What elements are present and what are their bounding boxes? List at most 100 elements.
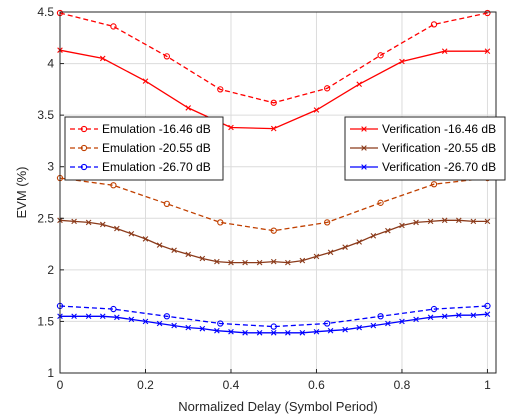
series-3-point — [99, 55, 106, 62]
marker-stroke — [342, 326, 348, 333]
series-4-point — [185, 251, 192, 258]
legend-marker — [361, 164, 367, 170]
marker-stroke — [85, 219, 92, 226]
series-5-point — [142, 318, 149, 325]
series-3-point — [228, 124, 234, 131]
tick-layer: 0 0.2 0.4 0.6 0.8 1 1 1.5 2 2.5 3 3.5 4 4.5 — [37, 5, 491, 392]
series-5-point — [470, 312, 477, 319]
series-5-point — [171, 322, 177, 329]
series-5-point — [385, 320, 391, 327]
series-2-point — [430, 305, 438, 313]
marker-stroke — [399, 222, 405, 229]
marker-stroke — [99, 313, 106, 320]
series-5-point — [427, 314, 434, 321]
series-5-point — [71, 313, 77, 320]
series-5-point — [299, 329, 306, 336]
marker-stroke — [484, 218, 491, 225]
marker-stroke — [185, 324, 192, 331]
series-4-point — [199, 255, 206, 262]
series-5-point — [399, 318, 405, 325]
marker-stroke — [156, 320, 163, 327]
series-2-point — [270, 323, 277, 330]
marker-stroke — [114, 225, 120, 232]
series-5-point — [199, 325, 206, 332]
marker-stroke — [228, 124, 234, 131]
marker-stroke — [470, 312, 477, 319]
series-5-point — [85, 313, 92, 320]
series-4-point — [484, 218, 491, 225]
series-5-point — [285, 329, 291, 336]
series-5-point — [99, 313, 106, 320]
series-3 — [57, 47, 491, 132]
marker-stroke — [71, 313, 77, 320]
marker-stroke — [399, 318, 405, 325]
series-1-point — [377, 199, 384, 206]
legend-label: Emulation -16.46 dB — [102, 122, 211, 136]
series-0-point — [377, 52, 384, 59]
marker-stroke — [327, 249, 334, 256]
series-4-point — [128, 230, 135, 237]
marker-stroke — [99, 221, 106, 228]
series-5-point — [228, 328, 234, 335]
y-tick-label: 4.5 — [37, 5, 54, 19]
marker-stroke — [299, 257, 306, 264]
series-0-point — [484, 9, 491, 17]
series-layer — [56, 9, 491, 336]
series-5 — [57, 311, 491, 336]
marker-stroke — [285, 259, 291, 266]
marker-stroke — [85, 313, 92, 320]
marker-stroke — [470, 218, 477, 225]
marker-stroke — [171, 247, 177, 254]
marker-stroke — [142, 236, 149, 242]
series-5-point — [370, 322, 377, 329]
marker-stroke — [413, 316, 419, 323]
marker-stroke — [361, 164, 367, 170]
y-tick-label: 3.5 — [37, 108, 54, 122]
series-0-point — [270, 99, 277, 106]
series-2-point — [110, 305, 117, 313]
series-4-point — [85, 219, 92, 226]
series-4-point — [370, 233, 377, 239]
series-3-point — [484, 48, 491, 54]
series-4-point — [413, 219, 419, 226]
series-2-point — [163, 313, 171, 320]
marker-stroke — [185, 251, 192, 258]
series-5-point — [185, 324, 192, 331]
series-4 — [57, 217, 491, 266]
y-tick-label: 4 — [47, 57, 54, 71]
y-tick-label: 2.5 — [37, 211, 54, 225]
marker-stroke — [171, 322, 177, 329]
y-tick-label: 2 — [47, 263, 54, 277]
legend-marker — [80, 125, 88, 133]
series-0-point — [163, 53, 171, 60]
marker-stroke — [427, 218, 434, 225]
series-4-point — [114, 225, 120, 232]
x-tick-label: 0.8 — [394, 378, 411, 392]
marker-stroke — [256, 259, 263, 266]
marker-stroke — [356, 324, 363, 331]
marker-stroke — [313, 107, 320, 113]
legend-label: Verification -16.46 dB — [382, 122, 496, 136]
series-5-point — [214, 327, 220, 334]
legend-marker — [361, 126, 367, 132]
marker-stroke — [313, 253, 320, 260]
series-2-point — [484, 302, 491, 310]
series-0-point — [324, 85, 331, 92]
marker-stroke — [142, 78, 149, 84]
series-4-point — [385, 227, 391, 234]
series-4-point — [214, 258, 220, 265]
marker-stroke — [427, 314, 434, 321]
series-4-point — [427, 218, 434, 225]
series-3-point — [441, 48, 448, 54]
series-3-point — [356, 81, 363, 87]
y-tick-label: 3 — [47, 160, 54, 174]
series-5-point — [441, 313, 448, 320]
series-5-point — [114, 314, 120, 321]
marker-stroke — [270, 125, 277, 132]
marker-stroke — [185, 105, 192, 111]
plot-frame — [59, 11, 497, 374]
marker-stroke — [242, 329, 248, 336]
series-0-line — [59, 12, 488, 104]
x-tick-label: 0.6 — [308, 378, 325, 392]
